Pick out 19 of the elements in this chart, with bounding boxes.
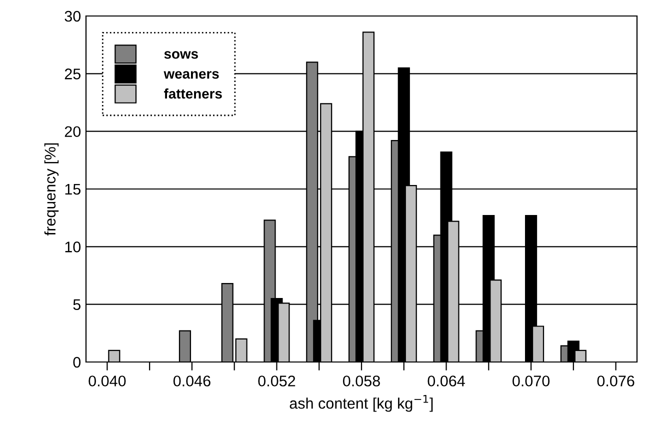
- x-tick-label: 0.076: [597, 376, 634, 386]
- x-tick-label: 0.064: [428, 376, 465, 386]
- y-tick-label: 5: [73, 299, 80, 310]
- legend-label: sows: [164, 51, 198, 59]
- y-tick-label: 15: [65, 184, 80, 195]
- x-tick-label: 0.052: [258, 376, 296, 386]
- x-tick-label: 0.058: [342, 376, 380, 386]
- y-tick-label: 25: [64, 68, 80, 80]
- x-tick-label: 0.040: [88, 376, 126, 386]
- x-tick-label: 0.046: [173, 376, 210, 386]
- legend-label: weaners: [164, 71, 219, 79]
- y-tick-label: 10: [65, 242, 81, 252]
- y-tick-label: 30: [64, 10, 81, 22]
- x-axis-title: ash content [kg kg$^{−1}$]: [290, 394, 433, 412]
- x-tick-label: 0.070: [512, 376, 550, 386]
- y-tick-label: 20: [64, 126, 81, 138]
- y-axis-title: frequency [%]: [44, 143, 59, 236]
- y-tick-label: 0: [73, 356, 81, 368]
- legend-label: fatteners: [164, 88, 222, 99]
